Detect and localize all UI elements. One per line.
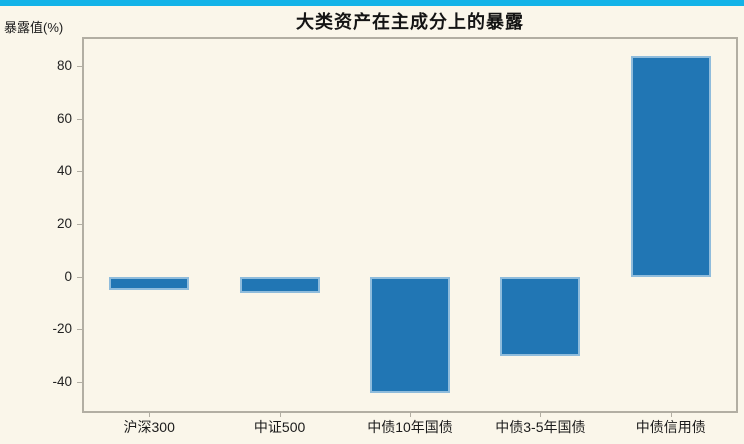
y-tick-mark [77,224,82,226]
x-tick-label: 中债3-5年国债 [495,419,586,435]
bar-3 [500,276,581,356]
bar-1 [239,276,320,293]
y-tick-mark [77,66,82,68]
top-accent-strip [0,0,744,6]
x-tick-label: 中债信用债 [635,419,706,435]
plot-area: 80 60 40 20 0 -20 -40 沪深300 中证500 中债10年国债 中债3-5年国债… [52,37,738,435]
x-tick-label: 中证500 [253,419,306,435]
y-tick-mark [77,276,82,278]
chart-title: 大类资产在主成分上的暴露 [296,12,524,32]
x-tick-mark [670,413,672,417]
bar-4 [630,55,711,277]
x-tick-mark [149,413,151,417]
x-tick-mark [410,413,411,417]
x-tick-mark [279,413,281,417]
x-tick-label: 中债10年国债 [367,419,453,435]
bar-2 [370,276,450,393]
y-tick-label: -40 [52,374,72,390]
y-tick-mark [77,382,82,384]
y-tick-label: 20 [56,216,72,232]
y-tick-label: 80 [56,58,72,74]
x-tick-label: 沪深300 [123,419,175,435]
y-tick-mark [77,118,82,120]
y-tick-mark [77,329,82,331]
y-tick-label: 40 [56,163,72,179]
bar-0 [109,276,190,290]
y-tick-mark [77,171,82,173]
x-tick-mark [540,413,542,417]
y-tick-label: 60 [56,110,72,126]
y-axis-label: 暴露值(%) [4,20,64,35]
y-tick-label: 0 [64,268,72,284]
y-tick-label: -20 [52,321,72,337]
